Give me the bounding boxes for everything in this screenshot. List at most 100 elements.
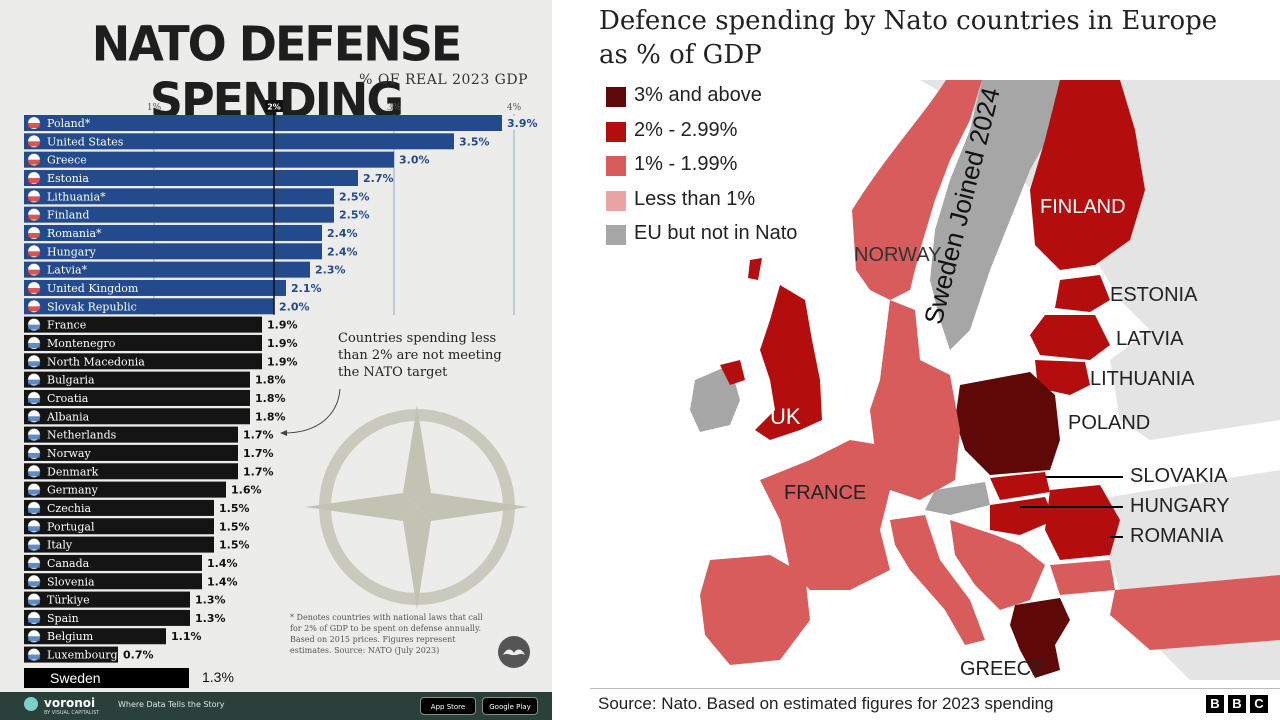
map-source: Source: Nato. Based on estimated figures…	[598, 694, 1054, 713]
bar	[24, 408, 250, 425]
legend-label: 3% and above	[634, 84, 762, 106]
bar-chart: 1% 2% 3% 4% Poland* 3.9% United States 3.5% Gree…	[24, 100, 538, 663]
category-label: Denmark	[47, 465, 99, 478]
category-label: Canada	[47, 557, 90, 570]
flag-stripe	[28, 324, 40, 330]
category-label: Lithuania*	[47, 190, 106, 203]
value-label-bg	[216, 500, 246, 515]
category-label: Türkiye	[47, 594, 90, 607]
value-label-bg	[120, 647, 150, 662]
label-slovakia: SLOVAKIA	[1130, 465, 1228, 487]
bar	[24, 224, 322, 241]
google-play-button[interactable]: Google Play	[482, 697, 538, 715]
app-store-button[interactable]: App Store	[420, 697, 476, 715]
category-label: Estonia	[47, 172, 89, 185]
voronoi-infographic: NATO DEFENSE SPENDING % OF REAL 2023 GDP…	[0, 0, 552, 720]
legend-swatch	[606, 156, 626, 176]
source-divider	[590, 688, 1280, 689]
bar	[24, 463, 238, 480]
value-label-bg	[216, 519, 246, 534]
bar	[24, 426, 238, 443]
category-label: Hungary	[47, 245, 97, 258]
bar	[24, 261, 310, 278]
flag-stripe	[28, 654, 40, 660]
label-greece: GREECE	[960, 658, 1045, 680]
bar	[24, 518, 214, 535]
value-label-bg	[456, 134, 486, 149]
value-label-bg	[324, 225, 354, 240]
nato-star-emblem	[305, 405, 529, 609]
bar	[24, 628, 166, 645]
label-latvia: LATVIA	[1116, 328, 1184, 350]
sweden-shape	[930, 80, 1060, 350]
norway-shape	[852, 80, 982, 300]
bbc-logo-c: C	[1250, 695, 1268, 713]
value-label-bg	[252, 390, 282, 405]
sweden-overlay-label: Sweden	[24, 668, 189, 688]
x-tick-label: 3%	[387, 103, 402, 113]
legend-swatch	[606, 225, 626, 245]
flag-stripe	[28, 416, 40, 422]
category-label: Slovenia	[47, 575, 95, 588]
category-label: Slovak Republic	[47, 300, 137, 313]
value-label-bg	[264, 335, 294, 350]
flag-stripe	[28, 581, 40, 587]
poland-shape	[955, 372, 1060, 475]
label-uk: UK	[770, 404, 801, 429]
flag-stripe	[28, 599, 40, 605]
x-tick-label: 2%	[267, 103, 281, 112]
bbc-map-panel: Defence spending by Nato countries in Eu…	[590, 0, 1280, 720]
flag-stripe	[28, 617, 40, 623]
bar	[24, 444, 238, 461]
flag-stripe	[28, 177, 40, 183]
value-label: 1.8%	[255, 392, 286, 405]
flag-stripe	[28, 379, 40, 385]
value-label: 1.6%	[231, 484, 262, 497]
value-label-bg	[264, 354, 294, 369]
bbc-logo-b2: B	[1228, 695, 1246, 713]
bar	[24, 554, 202, 571]
value-label: 1.4%	[207, 557, 238, 570]
bar	[24, 609, 190, 626]
bar	[24, 115, 502, 131]
flag-stripe	[28, 269, 40, 275]
flag-stripe	[28, 141, 40, 147]
value-label: 2.0%	[279, 300, 310, 313]
value-label-bg	[240, 427, 270, 442]
flag-stripe	[28, 471, 40, 477]
bbc-logo-b1: B	[1206, 695, 1224, 713]
value-label-bg	[204, 555, 234, 570]
bar	[24, 536, 214, 553]
tagline: Where Data Tells the Story	[118, 700, 225, 709]
value-label: 1.8%	[255, 374, 286, 387]
value-label-bg	[168, 629, 198, 644]
bar	[24, 481, 226, 498]
flag-stripe	[28, 434, 40, 440]
value-label-bg	[264, 317, 294, 332]
map-title: Defence spending by Nato countries in Eu…	[599, 6, 1218, 70]
bar	[24, 279, 286, 296]
value-label-bg	[336, 207, 366, 222]
brand-name: voronoi	[44, 696, 96, 710]
legend-swatch	[606, 121, 626, 142]
mustache-icon	[498, 636, 530, 668]
label-france: FRANCE	[784, 482, 867, 504]
flag-stripe	[28, 397, 40, 403]
flag-stripe	[28, 232, 40, 238]
flag-stripe	[28, 251, 40, 257]
value-label: 1.4%	[207, 575, 238, 588]
bar	[24, 133, 454, 150]
category-label: Italy	[47, 539, 73, 552]
value-label: 1.3%	[195, 594, 226, 607]
value-label: 2.4%	[327, 245, 358, 258]
category-label: France	[47, 319, 86, 332]
value-label-bg	[252, 372, 282, 387]
bar	[24, 316, 262, 333]
value-label: 2.7%	[363, 172, 394, 185]
bar	[24, 591, 190, 608]
label-romania: ROMANIA	[1130, 525, 1224, 547]
france-shape	[760, 440, 890, 590]
value-label: 1.9%	[267, 355, 298, 368]
flag-stripe	[28, 526, 40, 532]
value-label-bg	[204, 574, 234, 589]
